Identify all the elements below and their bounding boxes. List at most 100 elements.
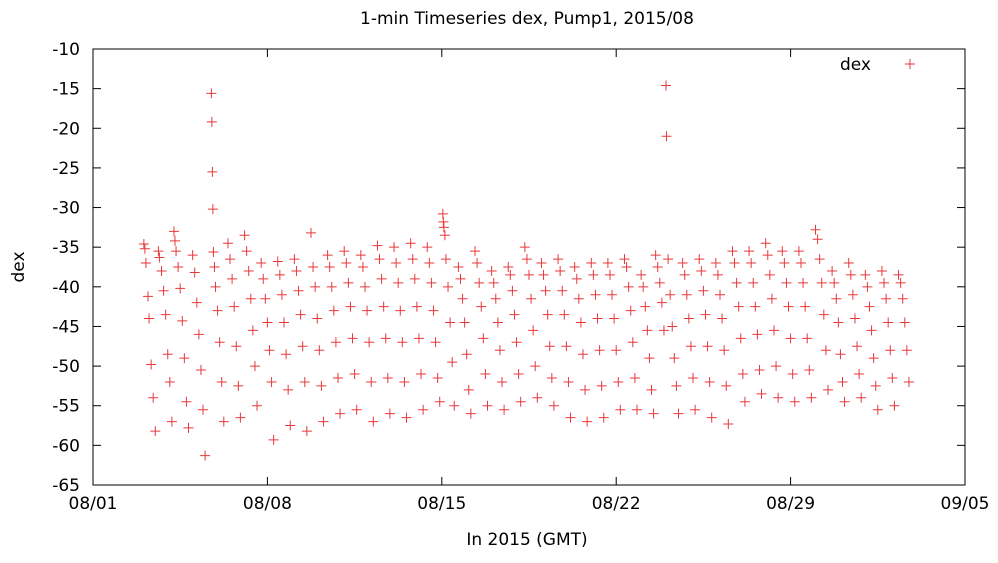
data-point <box>409 273 420 284</box>
data-point <box>787 369 798 380</box>
data-point <box>862 281 873 292</box>
data-point <box>717 313 728 324</box>
data-point <box>715 289 726 300</box>
data-point <box>328 305 339 316</box>
data-point <box>638 281 649 292</box>
data-point <box>555 265 566 276</box>
data-point <box>362 305 373 316</box>
data-point <box>486 265 497 276</box>
data-point <box>766 293 777 304</box>
data-point <box>661 80 672 91</box>
data-point <box>818 309 829 320</box>
data-point <box>374 254 385 265</box>
data-point <box>683 313 694 324</box>
data-point <box>262 317 273 328</box>
data-point <box>615 404 626 415</box>
data-point <box>306 227 316 238</box>
data-point <box>426 277 437 288</box>
data-point <box>795 258 806 269</box>
data-point <box>198 404 209 415</box>
data-point <box>820 345 831 356</box>
x-tick-label: 08/01 <box>69 494 118 514</box>
data-point <box>663 254 674 265</box>
data-point <box>243 265 254 276</box>
x-tick-label: 08/15 <box>417 494 466 514</box>
x-tick-label: 09/05 <box>941 494 990 514</box>
data-point <box>611 345 622 356</box>
data-point <box>229 301 240 312</box>
legend-marker <box>905 59 915 69</box>
data-point <box>800 301 811 312</box>
data-point <box>241 246 252 257</box>
data-point <box>885 345 896 356</box>
data-point <box>727 246 738 257</box>
data-point <box>264 345 275 356</box>
data-point <box>798 277 809 288</box>
data-point <box>428 305 439 316</box>
data-point <box>895 277 906 288</box>
data-point <box>324 262 335 272</box>
data-point <box>889 400 900 411</box>
data-point <box>760 238 771 249</box>
data-point <box>588 269 599 280</box>
y-tick-label: -65 <box>52 476 80 496</box>
data-point <box>209 262 220 272</box>
data-point <box>310 281 321 292</box>
y-axis-label: dex <box>9 251 29 282</box>
data-point <box>777 246 788 257</box>
data-point <box>210 281 221 292</box>
data-point <box>812 234 823 245</box>
data-point <box>665 289 676 300</box>
chart-title: 1-min Timeseries dex, Pump1, 2015/08 <box>360 9 694 29</box>
data-point <box>235 412 246 423</box>
data-point <box>301 426 312 437</box>
data-point <box>681 289 692 300</box>
x-axis-label: In 2015 (GMT) <box>466 530 587 550</box>
data-point <box>854 369 865 380</box>
data-point <box>183 422 194 433</box>
data-point <box>835 349 846 360</box>
data-point <box>883 317 894 328</box>
data-point <box>839 396 850 407</box>
data-point <box>856 392 867 403</box>
data-point <box>245 293 256 304</box>
data-point <box>207 166 218 177</box>
data-point <box>164 376 175 387</box>
data-point <box>380 333 391 344</box>
data-point <box>642 325 653 336</box>
data-point <box>222 238 233 249</box>
data-point <box>378 301 389 312</box>
data-point <box>868 353 879 364</box>
data-point <box>218 416 229 427</box>
data-point <box>162 349 173 360</box>
data-point <box>631 404 642 415</box>
y-tick-label: -15 <box>52 80 80 100</box>
data-point <box>158 285 169 296</box>
data-point <box>781 277 792 288</box>
data-point <box>359 281 370 292</box>
data-point <box>391 258 402 269</box>
data-point <box>249 361 260 372</box>
data-point <box>347 333 358 344</box>
data-point <box>332 372 343 383</box>
data-point <box>283 384 294 395</box>
data-point <box>494 345 505 356</box>
data-point <box>656 297 667 308</box>
data-point <box>389 242 400 253</box>
data-point <box>247 325 258 336</box>
data-point <box>733 301 744 312</box>
data-point <box>308 262 319 272</box>
data-series-dex <box>138 80 914 461</box>
data-point <box>453 262 464 272</box>
data-point <box>804 365 815 376</box>
data-point <box>505 269 516 280</box>
x-tick-label: 08/08 <box>243 494 292 514</box>
data-point <box>905 59 915 69</box>
data-point <box>513 369 524 380</box>
data-point <box>644 353 655 364</box>
data-point <box>685 341 696 352</box>
data-point <box>401 412 412 423</box>
data-point <box>849 313 860 324</box>
data-point <box>447 357 458 368</box>
data-point <box>677 258 688 269</box>
